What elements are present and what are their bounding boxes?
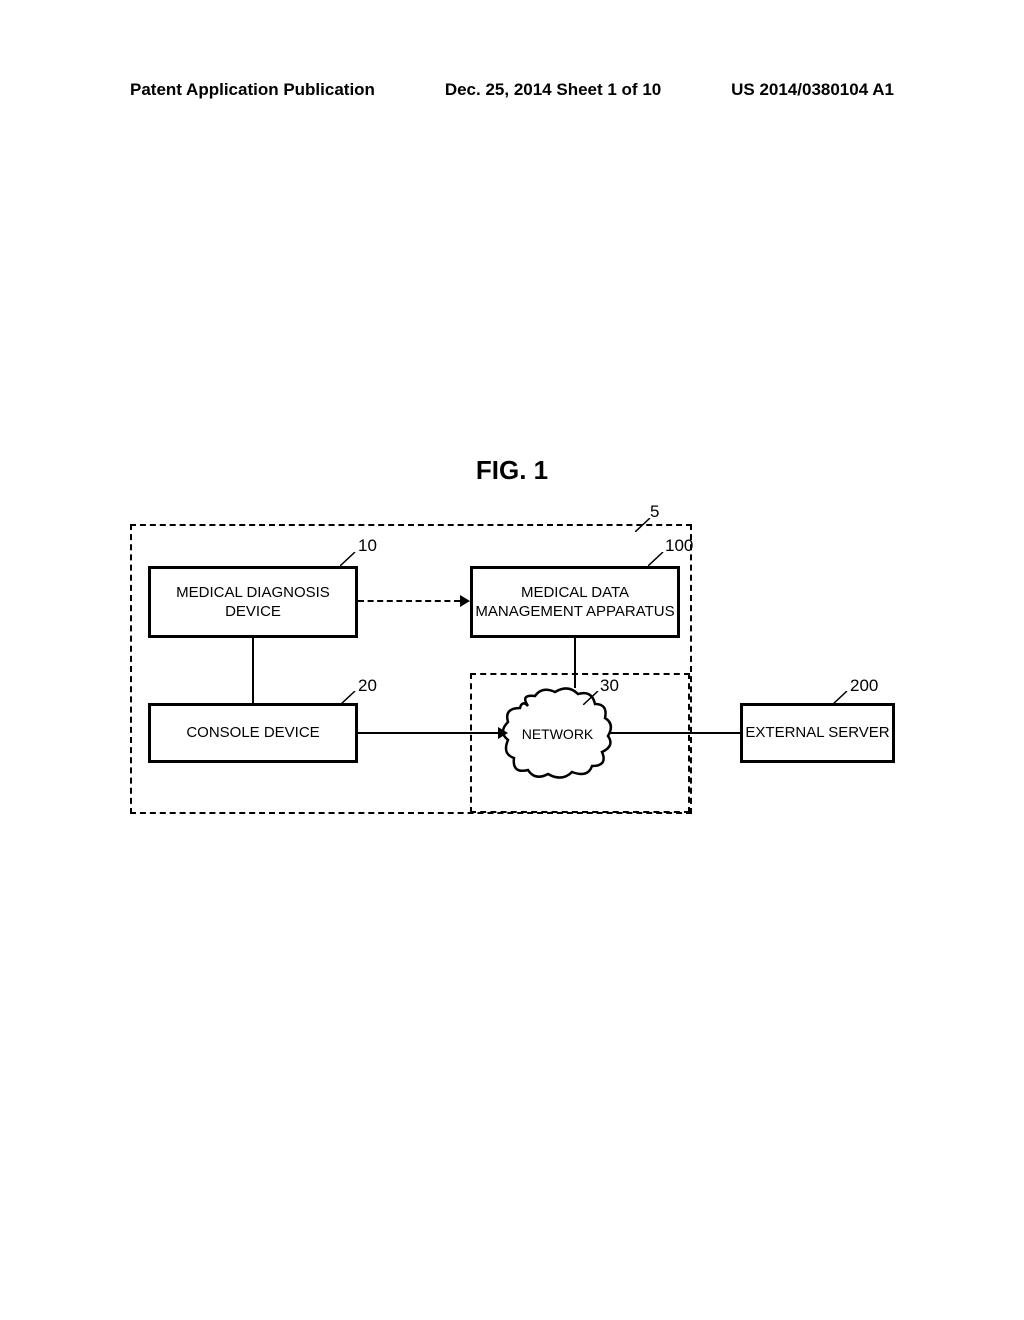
console-ref: 20 xyxy=(358,676,377,696)
edge-diag-to-mgmt xyxy=(358,600,460,602)
leader-line-100 xyxy=(648,552,668,566)
header-center: Dec. 25, 2014 Sheet 1 of 10 xyxy=(445,80,661,100)
arrow-head-network xyxy=(498,727,508,739)
leader-line-200 xyxy=(832,691,852,705)
medical-data-mgmt-ref: 100 xyxy=(665,536,693,556)
edge-mgmt-to-network xyxy=(574,638,576,688)
header-left: Patent Application Publication xyxy=(130,80,375,100)
medical-diagnosis-box: MEDICAL DIAGNOSIS DEVICE xyxy=(148,566,358,638)
medical-diagnosis-ref: 10 xyxy=(358,536,377,556)
medical-diagnosis-label: MEDICAL DIAGNOSIS DEVICE xyxy=(151,583,355,622)
medical-data-mgmt-label: MEDICAL DATA MANAGEMENT APPARATUS xyxy=(473,583,677,622)
console-box: CONSOLE DEVICE xyxy=(148,703,358,763)
header-right: US 2014/0380104 A1 xyxy=(731,80,894,100)
page-header: Patent Application Publication Dec. 25, … xyxy=(0,80,1024,100)
external-server-ref: 200 xyxy=(850,676,878,696)
network-label: NETWORK xyxy=(522,726,594,742)
external-server-label: EXTERNAL SERVER xyxy=(745,723,889,743)
edge-console-to-network xyxy=(358,732,498,734)
edge-diag-to-console xyxy=(252,638,254,703)
figure-title: FIG. 1 xyxy=(0,455,1024,486)
edge-network-to-server xyxy=(610,732,740,734)
arrow-head-mgmt xyxy=(460,595,470,607)
leader-line-30 xyxy=(583,691,603,705)
leader-line-10 xyxy=(340,552,360,566)
block-diagram: 5 MEDICAL DIAGNOSIS DEVICE 10 MEDICAL DA… xyxy=(130,508,895,818)
leader-line-5 xyxy=(635,518,655,532)
leader-line-20 xyxy=(340,691,360,705)
external-server-box: EXTERNAL SERVER xyxy=(740,703,895,763)
console-label: CONSOLE DEVICE xyxy=(186,723,319,743)
medical-data-mgmt-box: MEDICAL DATA MANAGEMENT APPARATUS xyxy=(470,566,680,638)
